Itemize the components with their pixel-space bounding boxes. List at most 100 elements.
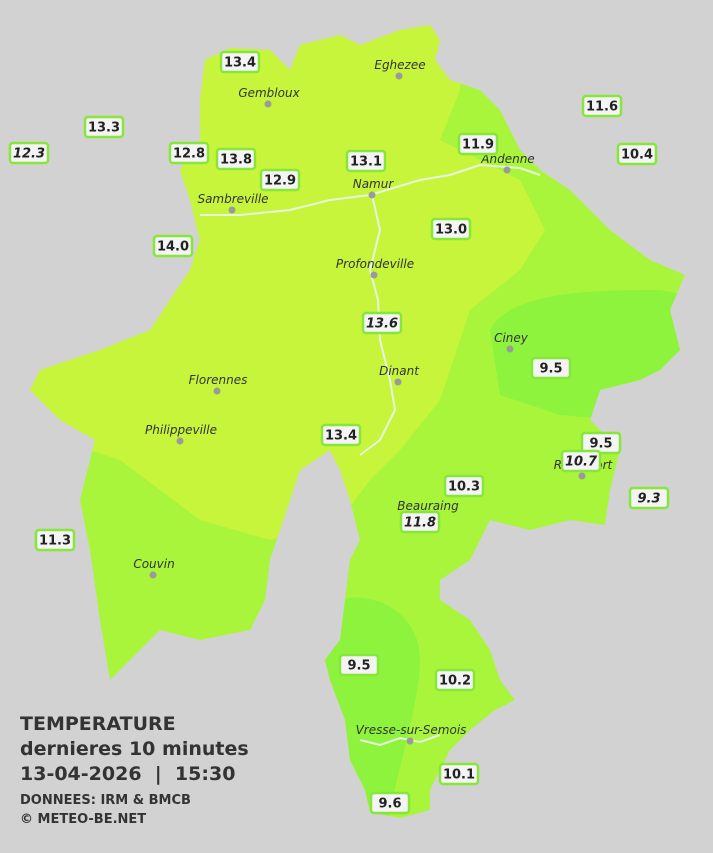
station: 13.1 bbox=[345, 149, 387, 173]
station: 11.8 bbox=[399, 510, 441, 534]
station: 12.8 bbox=[168, 141, 210, 165]
station-box bbox=[457, 132, 499, 156]
station-box bbox=[628, 486, 670, 510]
station-box bbox=[259, 168, 301, 192]
station-box bbox=[361, 311, 403, 335]
station: 13.8 bbox=[215, 147, 257, 171]
river bbox=[359, 194, 397, 456]
station-value: 10.1 bbox=[443, 768, 475, 783]
town-label: Sambreville bbox=[197, 192, 268, 206]
station-value: 12.3 bbox=[13, 147, 45, 162]
station: 13.4 bbox=[219, 50, 261, 74]
station-box bbox=[8, 141, 50, 165]
station: 11.6 bbox=[581, 94, 623, 118]
town-dot bbox=[406, 737, 414, 745]
town-label: Ciney bbox=[494, 331, 529, 345]
station-box bbox=[338, 653, 380, 677]
station-value: 12.9 bbox=[264, 174, 296, 189]
station-box bbox=[434, 668, 476, 692]
station-value: 11.6 bbox=[586, 100, 618, 115]
station-value: 10.2 bbox=[439, 674, 471, 689]
station-box bbox=[399, 510, 441, 534]
station-value: 13.1 bbox=[350, 155, 382, 170]
town-dot bbox=[506, 345, 514, 353]
station-box bbox=[34, 528, 76, 552]
station-box bbox=[530, 356, 572, 380]
town-label: Florennes bbox=[189, 373, 248, 387]
station-box bbox=[616, 142, 658, 166]
station-box bbox=[581, 94, 623, 118]
town-dot bbox=[503, 166, 511, 174]
station: 13.6 bbox=[361, 311, 403, 335]
station: 10.1 bbox=[438, 762, 480, 786]
town-dot bbox=[149, 571, 157, 579]
station-value: 12.8 bbox=[173, 147, 205, 162]
station: 12.9 bbox=[259, 168, 301, 192]
station-value: 9.6 bbox=[378, 797, 401, 812]
station-value: 11.8 bbox=[404, 516, 436, 531]
station-value: 13.4 bbox=[325, 429, 357, 444]
station-box bbox=[560, 449, 602, 473]
station-value: 10.4 bbox=[621, 148, 653, 163]
town-label: Dinant bbox=[379, 364, 420, 378]
station: 10.7 bbox=[560, 449, 602, 473]
station-box bbox=[443, 474, 485, 498]
station: 9.3 bbox=[628, 486, 670, 510]
station: 10.4 bbox=[616, 142, 658, 166]
station-box bbox=[438, 762, 480, 786]
zone-cool bbox=[490, 290, 685, 420]
town-dot bbox=[395, 72, 403, 80]
station-box bbox=[152, 234, 194, 258]
river bbox=[200, 163, 541, 216]
town-dot bbox=[264, 100, 272, 108]
station: 14.0 bbox=[152, 234, 194, 258]
town-dot bbox=[228, 206, 236, 214]
station-box bbox=[345, 149, 387, 173]
town-label: Eghezee bbox=[374, 58, 425, 72]
station-box bbox=[320, 423, 362, 447]
station-value: 11.3 bbox=[39, 534, 71, 549]
station-box bbox=[215, 147, 257, 171]
town-label: Andenne bbox=[480, 152, 534, 166]
station-value: 9.5 bbox=[347, 659, 370, 674]
legend-title: TEMPERATURE bbox=[20, 713, 176, 735]
station-value: 10.3 bbox=[448, 480, 480, 495]
legend-source: DONNEES: IRM & BMCB bbox=[20, 793, 191, 808]
town-label: Vresse-sur-Semois bbox=[356, 723, 467, 737]
station: 11.3 bbox=[34, 528, 76, 552]
station-value: 9.5 bbox=[539, 362, 562, 377]
town-dot bbox=[370, 271, 378, 279]
station: 10.3 bbox=[443, 474, 485, 498]
station-value: 13.6 bbox=[366, 317, 398, 332]
station: 9.5 bbox=[530, 356, 572, 380]
station-value: 11.9 bbox=[462, 138, 494, 153]
station-value: 9.5 bbox=[589, 437, 612, 452]
town-dot bbox=[368, 191, 376, 199]
station-box bbox=[168, 141, 210, 165]
station: 12.3 bbox=[8, 141, 50, 165]
station-value: 10.7 bbox=[565, 455, 598, 470]
station-value: 13.8 bbox=[220, 153, 252, 168]
legend-copyright: © METEO-BE.NET bbox=[20, 812, 146, 827]
station: 13.4 bbox=[320, 423, 362, 447]
station-box bbox=[83, 115, 125, 139]
station-value: 13.0 bbox=[435, 223, 467, 238]
town-label: Profondeville bbox=[336, 257, 414, 271]
river bbox=[359, 734, 441, 747]
station-value: 13.4 bbox=[224, 56, 256, 71]
town-label: Philippeville bbox=[145, 423, 217, 437]
station-value: 13.3 bbox=[88, 121, 120, 136]
station: 13.0 bbox=[430, 217, 472, 241]
town-dot bbox=[394, 378, 402, 386]
station: 9.5 bbox=[580, 431, 622, 455]
town-label: Beauraing bbox=[397, 499, 459, 513]
legend-datetime: 13-04-2026 | 15:30 bbox=[20, 763, 235, 785]
station-box bbox=[219, 50, 261, 74]
town-label: Couvin bbox=[133, 557, 174, 571]
station-box bbox=[430, 217, 472, 241]
town-dot bbox=[213, 387, 221, 395]
station: 11.9 bbox=[457, 132, 499, 156]
station-value: 14.0 bbox=[157, 240, 189, 255]
town-dot bbox=[578, 472, 586, 480]
